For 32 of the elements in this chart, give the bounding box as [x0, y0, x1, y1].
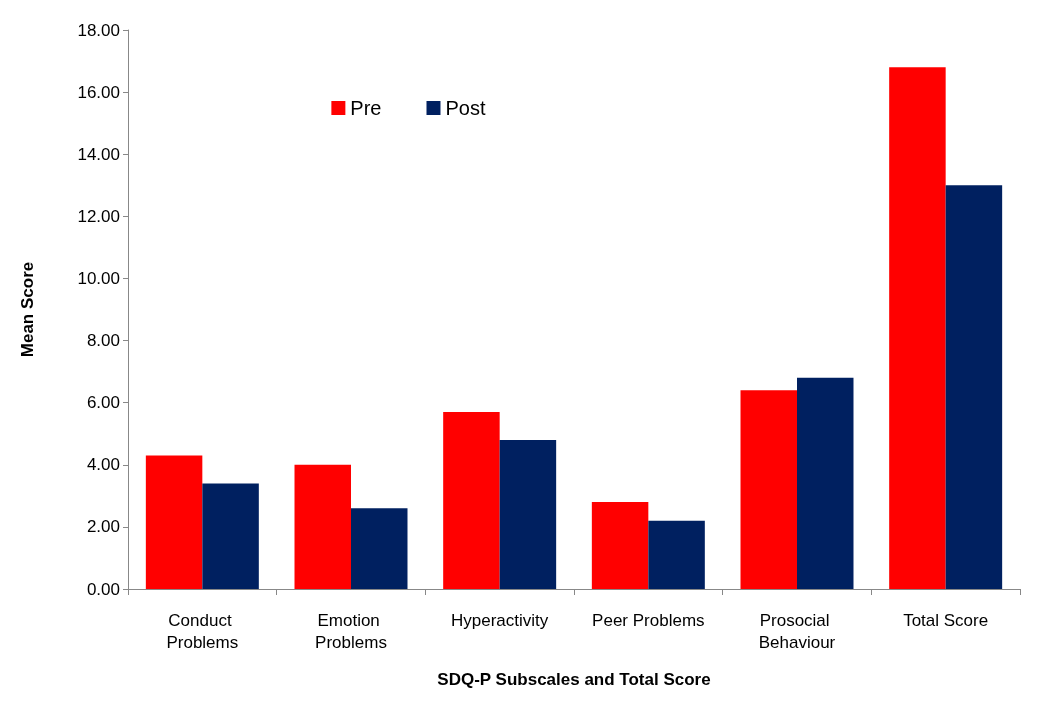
bar [202, 483, 259, 589]
y-tick-label: 18.00 [77, 20, 120, 40]
y-tick-label: 10.00 [77, 268, 120, 288]
x-tick-label: Conduct Problems [166, 610, 239, 652]
bar [889, 67, 946, 589]
y-tick-label: 8.00 [86, 331, 120, 351]
x-tick-label: Emotion Problems [315, 610, 387, 652]
bar [591, 502, 649, 589]
y-tick-label: 6.00 [86, 393, 120, 413]
y-tick-label: 12.00 [77, 206, 120, 226]
y-tick-label: 16.00 [77, 82, 120, 102]
y-tick-label: 2.00 [86, 517, 120, 537]
y-axis-title: Mean Score [18, 261, 37, 358]
legend-label: Pre [350, 97, 382, 119]
y-tick-label: 14.00 [77, 144, 120, 164]
bar [797, 377, 854, 589]
bar [499, 439, 557, 589]
bar [351, 508, 408, 589]
legend-label: Post [445, 97, 486, 119]
bar [145, 455, 203, 589]
bar [945, 185, 1003, 589]
bar [294, 464, 351, 589]
x-tick-label: Total Score [903, 610, 989, 630]
bar [648, 520, 705, 589]
x-tick-label: Peer Problems [592, 610, 705, 630]
x-tick-label: Hyperactivity [451, 610, 549, 630]
bar [740, 390, 797, 589]
y-tick-label: 4.00 [86, 455, 120, 475]
x-axis-title: SDQ-P Subscales and Total Score [437, 670, 711, 689]
y-tick-label: 0.00 [86, 579, 120, 599]
x-tick-label: Prosocial Behaviour [758, 610, 836, 652]
bar [443, 411, 500, 589]
